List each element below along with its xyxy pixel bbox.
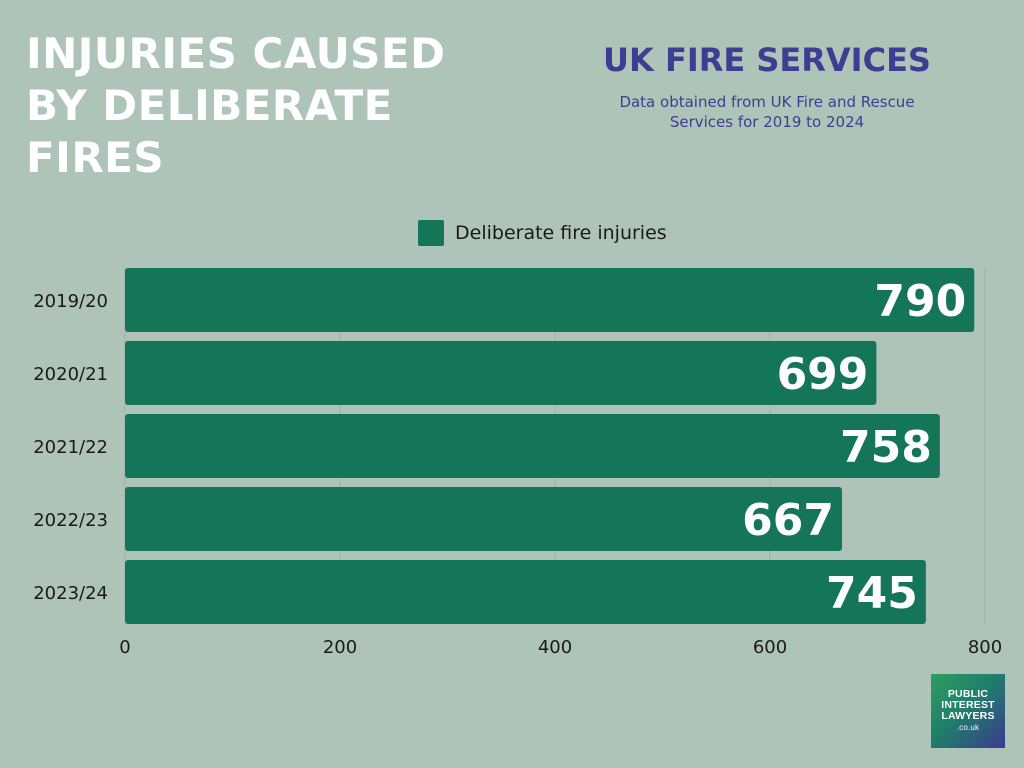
x-tick-label: 600 xyxy=(753,637,787,658)
data-label: 699 xyxy=(777,349,869,400)
public-interest-lawyers-logo: PUBLIC INTEREST LAWYERS .co.uk xyxy=(931,674,1005,748)
category-tick-label: 2020/21 xyxy=(33,364,108,385)
data-label: 667 xyxy=(742,495,834,546)
category-tick-label: 2019/20 xyxy=(33,291,108,312)
data-label: 790 xyxy=(874,276,966,327)
title-line: INJURIES CAUSED xyxy=(26,29,446,78)
data-label: 745 xyxy=(826,568,918,619)
title-line: FIRES xyxy=(26,133,165,182)
bar xyxy=(125,487,843,551)
x-tick-label: 400 xyxy=(538,637,572,658)
bar xyxy=(125,414,940,478)
category-tick-label: 2022/23 xyxy=(33,510,108,531)
x-tick-label: 0 xyxy=(119,637,130,658)
brand-heading: UK FIRE SERVICES xyxy=(603,41,931,79)
chart-subtitle: Data obtained from UK Fire and Rescue Se… xyxy=(560,92,974,132)
legend-label: Deliberate fire injuries xyxy=(455,222,667,244)
bar xyxy=(125,560,926,624)
bar xyxy=(125,268,975,332)
chart-title: INJURIES CAUSED BY DELIBERATE FIRES xyxy=(26,28,486,184)
category-tick-label: 2021/22 xyxy=(33,437,108,458)
title-line: BY DELIBERATE xyxy=(26,81,393,130)
subtitle-line: Services for 2019 to 2024 xyxy=(669,113,865,131)
bar xyxy=(125,341,877,405)
x-tick-label: 200 xyxy=(323,637,357,658)
legend-swatch xyxy=(418,220,444,246)
x-tick-label: 800 xyxy=(968,637,1002,658)
category-tick-label: 2023/24 xyxy=(33,583,108,604)
data-label: 758 xyxy=(840,422,932,473)
chart-legend: Deliberate fire injuries xyxy=(418,220,667,246)
subtitle-line: Data obtained from UK Fire and Rescue xyxy=(619,93,915,111)
